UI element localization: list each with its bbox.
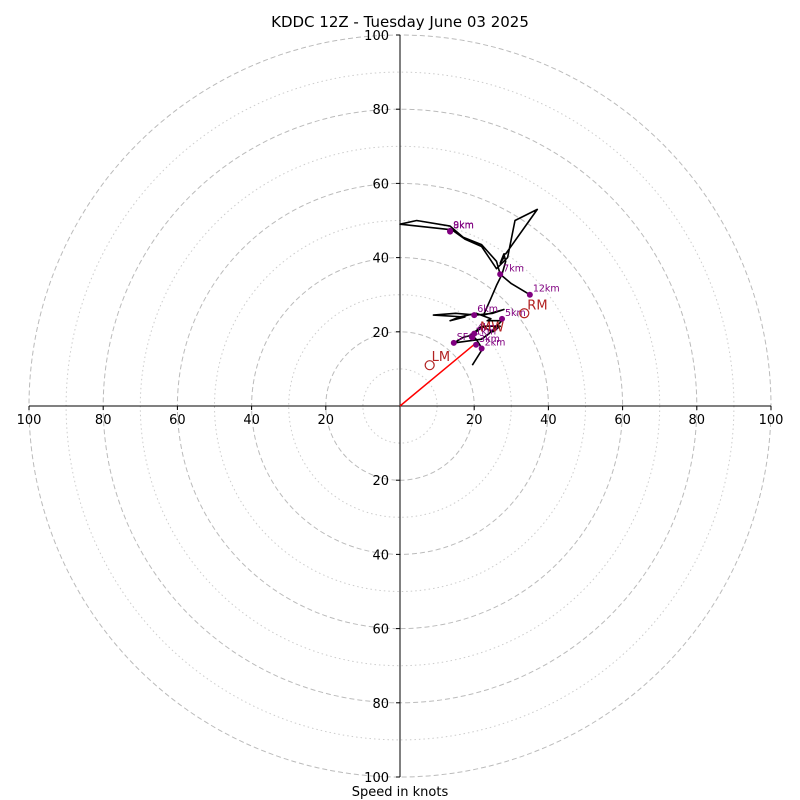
y-tick-label: 40: [372, 548, 389, 563]
height-marker-label: 4km: [477, 323, 498, 334]
storm-motion-label: RM: [527, 298, 547, 313]
height-marker-label: 1km: [475, 326, 496, 337]
storm-motion-label: LM: [432, 350, 450, 365]
x-tick-label: 80: [689, 413, 706, 428]
height-marker-dot: [497, 271, 504, 278]
y-tick-label: 60: [372, 623, 389, 638]
x-tick-label: 20: [466, 413, 483, 428]
x-tick-label: 20: [318, 413, 335, 428]
height-marker-dot: [473, 341, 480, 348]
y-tick-label: 20: [372, 474, 389, 489]
height-marker-label: 7km: [503, 263, 524, 274]
height-marker-label: 2km: [485, 337, 506, 348]
storm-motion-circle: [424, 360, 435, 371]
x-tick-label: 60: [169, 413, 186, 428]
hodograph-trace: [399, 208, 539, 366]
height-marker-label: 12km: [533, 284, 560, 295]
height-marker-dot: [450, 339, 457, 346]
axes: 100 80 60 40 20 20 40 60 80 100 100 80 60 40 20 20 40 60 8…: [17, 29, 784, 786]
height-marker-dot: [447, 227, 454, 234]
storm-motion-label: MW: [480, 321, 504, 336]
height-marker-dot: [471, 312, 478, 319]
x-axis-label: Speed in knots: [352, 785, 449, 800]
y-tick-label: 100: [364, 771, 389, 786]
height-marker-label: 3km: [479, 334, 500, 345]
height-marker-label: 8km: [453, 221, 474, 232]
storm-motion-vector: [399, 342, 477, 407]
chart-title: KDDC 12Z - Tuesday June 03 2025: [271, 13, 529, 31]
x-tick-label: 80: [95, 413, 112, 428]
x-tick-label: 40: [243, 413, 260, 428]
storm-motion-circle: [519, 308, 530, 319]
x-tick-label: 40: [540, 413, 557, 428]
storm-motion-markers: RM LM MW: [424, 298, 548, 371]
y-tick-label: 80: [372, 103, 389, 118]
height-marker-label: SFC: [457, 332, 475, 343]
height-marker-dot: [478, 345, 485, 352]
x-tick-label: 100: [17, 413, 42, 428]
height-marker-label: 9km: [453, 220, 474, 231]
height-marker-dot: [526, 291, 533, 298]
x-tick-label: 100: [759, 413, 784, 428]
x-tick-label: 60: [614, 413, 631, 428]
y-tick-label: 100: [364, 29, 389, 44]
height-marker-dot: [499, 315, 506, 322]
hodograph-line: [399, 208, 539, 366]
height-marker-label: 6km: [477, 304, 498, 315]
height-marker-dot: [471, 330, 478, 337]
height-marker-label: 5km: [505, 308, 526, 319]
y-tick-label: 40: [372, 252, 389, 267]
y-tick-label: 20: [372, 326, 389, 341]
y-tick-label: 80: [372, 697, 389, 712]
y-tick-label: 60: [372, 177, 389, 192]
bunkers-vector: [399, 342, 477, 407]
